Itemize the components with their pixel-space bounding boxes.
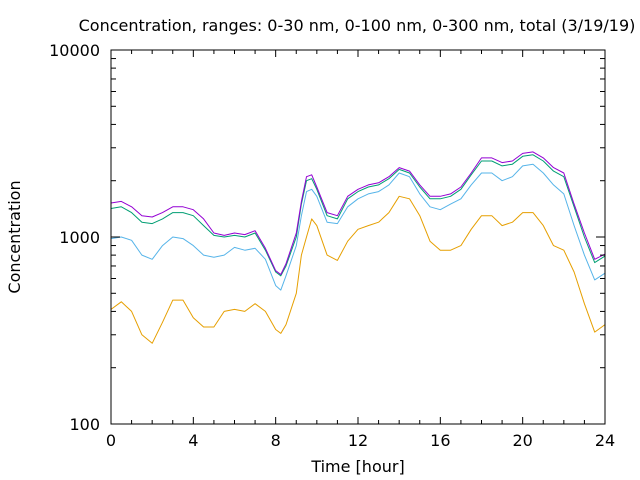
series-line-3 [110,154,606,277]
y-axis-label: Concentration [5,180,24,293]
tick-layer: 0 4 8 12 16 20 24 100 1000 10000 [49,41,615,450]
y-tick-label: 100 [69,415,100,434]
series-layer [110,151,606,344]
x-tick-label: 24 [595,431,615,450]
x-tick-label: 12 [348,431,368,450]
y-tick-label: 1000 [59,228,100,247]
x-tick-label: 0 [106,431,116,450]
chart-title: Concentration, ranges: 0-30 nm, 0-100 nm… [79,16,636,35]
x-tick-label: 16 [430,431,450,450]
x-axis-label: Time [hour] [310,457,404,476]
series-line-2 [110,163,606,291]
series-line-4 [110,151,606,275]
plot-frame [110,49,606,425]
series-line-1 [110,195,606,344]
x-tick-label: 8 [271,431,281,450]
y-tick-label: 10000 [49,41,100,60]
x-tick-label: 20 [512,431,532,450]
x-tick-label: 4 [188,431,198,450]
